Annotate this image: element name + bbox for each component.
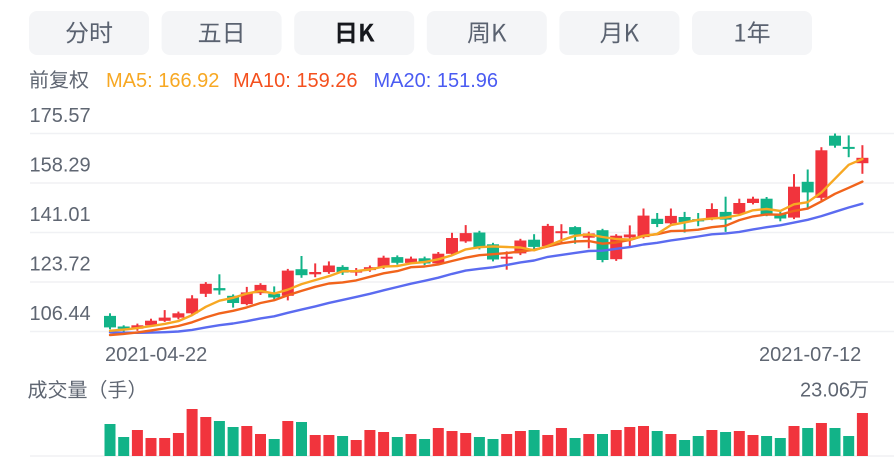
svg-text:2021-07-12: 2021-07-12 <box>759 344 861 366</box>
svg-text:175.57: 175.57 <box>30 105 91 127</box>
svg-text:MA20: 151.96: MA20: 151.96 <box>374 70 499 92</box>
svg-text:MA10: 159.26: MA10: 159.26 <box>233 70 358 92</box>
svg-text:23.06: 23.06 <box>800 380 850 402</box>
svg-text:158.29: 158.29 <box>30 155 91 177</box>
svg-text:2021-04-22: 2021-04-22 <box>105 344 207 366</box>
svg-text:MA5: 166.92: MA5: 166.92 <box>106 70 219 92</box>
svg-text:141.01: 141.01 <box>30 204 91 226</box>
svg-text:106.44: 106.44 <box>30 303 91 325</box>
svg-text:123.72: 123.72 <box>30 254 91 276</box>
